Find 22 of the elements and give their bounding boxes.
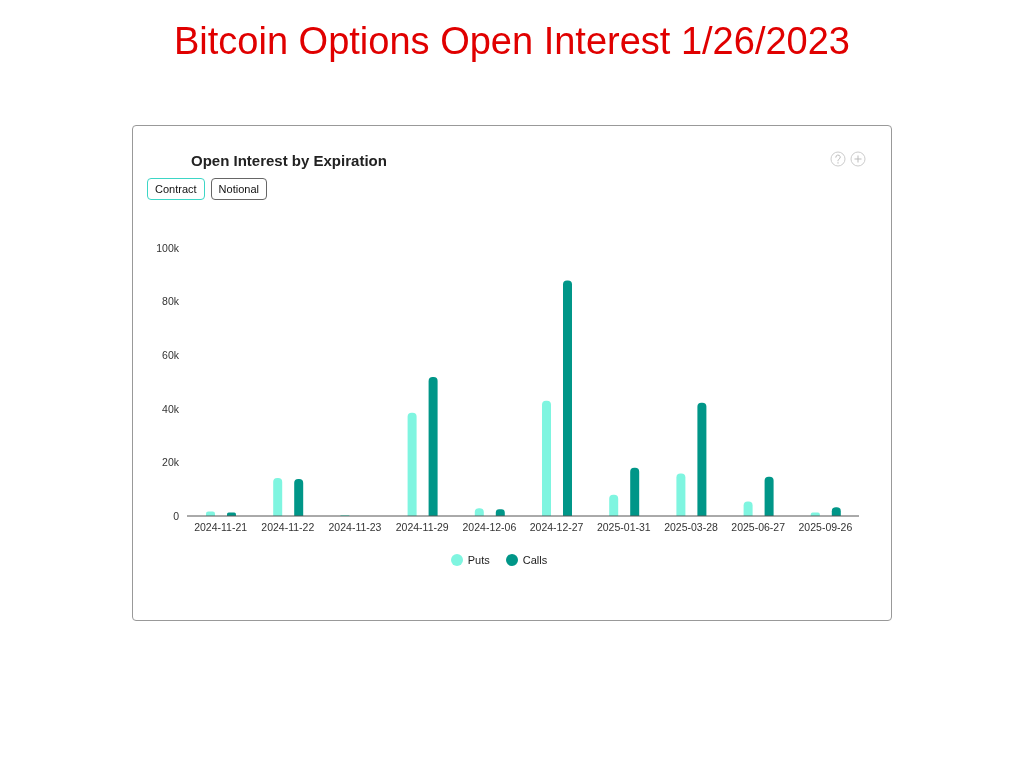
chart-title: Bitcoin Options Open Interest 1/26/2023 [173,20,851,63]
x-tick-label: 2024-11-21 [194,521,248,534]
text: Contract [147,178,205,200]
x-tick-label: 2025-03-28 [664,521,719,534]
y-tick-label: 0 [173,509,180,522]
legend-label: Puts [466,554,490,566]
text: Notional [210,178,267,200]
x-tick-label: 2025-01-31 [596,521,651,534]
x-tick-label: 2024-11-23 [328,521,382,534]
x-tick-label: 2024-12-06 [462,521,517,534]
x-tick-label: 2024-11-22 [261,521,315,534]
y-tick-label: 20k [162,456,180,469]
x-tick-label: 2024-12-27 [529,521,584,534]
y-tick-label: 80k [162,295,180,308]
x-tick-label: 2024-11-29 [395,521,449,534]
y-tick-label: 60k [162,348,180,361]
chart-subtitle: Open Interest by Expiration [191,152,387,169]
x-tick-label: 2025-09-26 [798,521,853,534]
x-tick-label: 2025-06-27 [731,521,786,534]
y-tick-label: 40k [162,402,180,415]
legend-label: Calls [521,554,548,566]
y-tick-label: 100k [156,241,180,254]
